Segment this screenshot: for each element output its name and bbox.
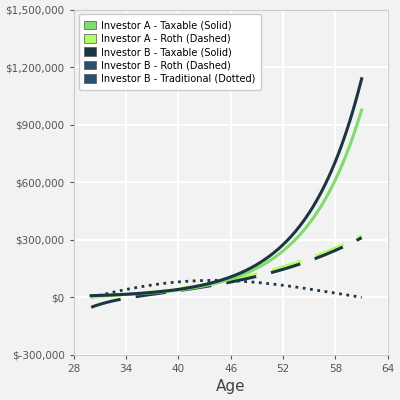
X-axis label: Age: Age — [216, 380, 246, 394]
Legend: Investor A - Taxable (Solid), Investor A - Roth (Dashed), Investor B - Taxable (: Investor A - Taxable (Solid), Investor A… — [78, 14, 261, 90]
